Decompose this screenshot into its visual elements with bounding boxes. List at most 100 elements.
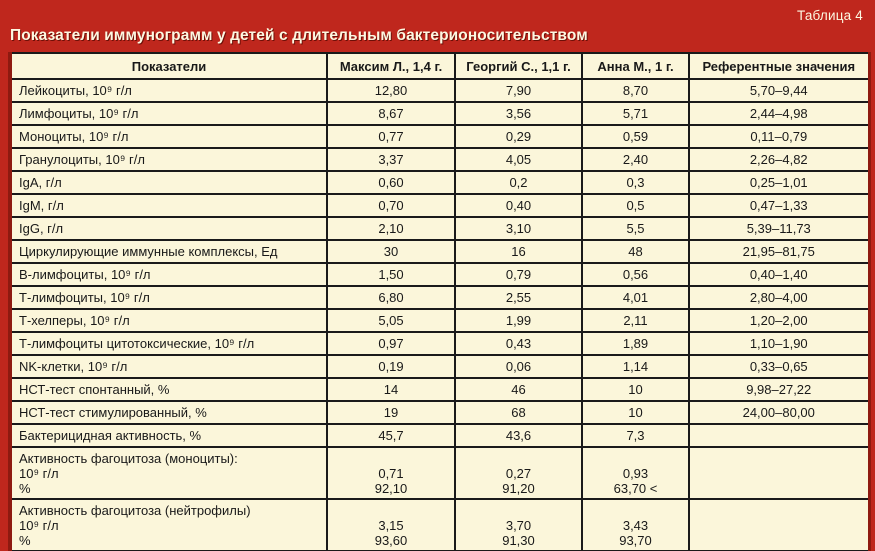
- row-label-cell: Циркулирующие иммунные комплексы, Ед: [9, 239, 328, 264]
- value-cell: 2,55: [454, 285, 583, 310]
- row-label-cell: В-лимфоциты, 10⁹ г/л: [9, 262, 328, 287]
- value-cell: 4,05: [454, 147, 583, 172]
- value-cell: 5,5: [581, 216, 690, 241]
- reference-cell: 24,00–80,00: [688, 400, 870, 425]
- table-row: Активность фагоцитоза (моноциты): 10⁹ г/…: [9, 446, 870, 500]
- column-header-reference: Референтные значения: [688, 52, 870, 80]
- value-cell: 2,40: [581, 147, 690, 172]
- column-header-patient-3: Анна М., 1 г.: [581, 52, 690, 80]
- value-cell: 0,19: [326, 354, 456, 379]
- value-cell: 1,99: [454, 308, 583, 333]
- table-row: IgG, г/л 2,10 3,10 5,5 5,39–11,73: [9, 216, 870, 241]
- reference-cell: [688, 423, 870, 448]
- value-cell: 12,80: [326, 78, 456, 103]
- reference-cell: 1,10–1,90: [688, 331, 870, 356]
- table-row: Циркулирующие иммунные комплексы, Ед 30 …: [9, 239, 870, 264]
- value-cell: 0,59: [581, 124, 690, 149]
- value-cell: 3,15 93,60: [326, 498, 456, 551]
- value-cell: 0,56: [581, 262, 690, 287]
- table-row: NK-клетки, 10⁹ г/л 0,19 0,06 1,14 0,33–0…: [9, 354, 870, 379]
- value-cell: 0,06: [454, 354, 583, 379]
- reference-cell: 0,11–0,79: [688, 124, 870, 149]
- row-label-cell: Лейкоциты, 10⁹ г/л: [9, 78, 328, 103]
- value-cell: 6,80: [326, 285, 456, 310]
- value-cell: 3,70 91,30: [454, 498, 583, 551]
- table-row: Лейкоциты, 10⁹ г/л 12,80 7,90 8,70 5,70–…: [9, 78, 870, 103]
- table-row: Бактерицидная активность, % 45,7 43,6 7,…: [9, 423, 870, 448]
- row-label-cell: Лимфоциты, 10⁹ г/л: [9, 101, 328, 126]
- column-header-patient-1: Максим Л., 1,4 г.: [326, 52, 456, 80]
- value-cell: 0,70: [326, 193, 456, 218]
- reference-cell: 5,39–11,73: [688, 216, 870, 241]
- row-label-cell: IgA, г/л: [9, 170, 328, 195]
- value-cell: 0,3: [581, 170, 690, 195]
- reference-cell: [688, 446, 870, 500]
- value-cell: 0,77: [326, 124, 456, 149]
- column-header-indicators: Показатели: [9, 52, 328, 80]
- value-cell: 2,11: [581, 308, 690, 333]
- value-cell: 1,50: [326, 262, 456, 287]
- value-cell: 2,10: [326, 216, 456, 241]
- value-cell: 0,40: [454, 193, 583, 218]
- table-row: Т-хелперы, 10⁹ г/л 5,05 1,99 2,11 1,20–2…: [9, 308, 870, 333]
- value-cell: 7,90: [454, 78, 583, 103]
- value-cell: 0,79: [454, 262, 583, 287]
- value-cell: 48: [581, 239, 690, 264]
- table-row: В-лимфоциты, 10⁹ г/л 1,50 0,79 0,56 0,40…: [9, 262, 870, 287]
- value-cell: 10: [581, 400, 690, 425]
- row-label-cell: Т-хелперы, 10⁹ г/л: [9, 308, 328, 333]
- reference-cell: 9,98–27,22: [688, 377, 870, 402]
- reference-cell: 2,80–4,00: [688, 285, 870, 310]
- value-cell: 8,70: [581, 78, 690, 103]
- reference-cell: 0,47–1,33: [688, 193, 870, 218]
- row-label-cell: НСТ-тест стимулированный, %: [9, 400, 328, 425]
- value-cell: 0,2: [454, 170, 583, 195]
- value-cell: 0,29: [454, 124, 583, 149]
- row-label-cell: IgM, г/л: [9, 193, 328, 218]
- row-label-cell: Активность фагоцитоза (нейтрофилы) 10⁹ г…: [9, 498, 328, 551]
- row-label-cell: Т-лимфоциты, 10⁹ г/л: [9, 285, 328, 310]
- reference-cell: 2,26–4,82: [688, 147, 870, 172]
- table-number-label: Таблица 4: [797, 8, 863, 23]
- reference-cell: 5,70–9,44: [688, 78, 870, 103]
- row-label-cell: Активность фагоцитоза (моноциты): 10⁹ г/…: [9, 446, 328, 500]
- value-cell: 5,71: [581, 101, 690, 126]
- reference-cell: 0,40–1,40: [688, 262, 870, 287]
- value-cell: 0,93 63,70 <: [581, 446, 690, 500]
- table-row: НСТ-тест спонтанный, % 14 46 10 9,98–27,…: [9, 377, 870, 402]
- value-cell: 0,5: [581, 193, 690, 218]
- value-cell: 19: [326, 400, 456, 425]
- row-label-cell: Т-лимфоциты цитотоксические, 10⁹ г/л: [9, 331, 328, 356]
- table-row: Т-лимфоциты, 10⁹ г/л 6,80 2,55 4,01 2,80…: [9, 285, 870, 310]
- value-cell: 3,56: [454, 101, 583, 126]
- immunogram-table: Показатели Максим Л., 1,4 г. Георгий С.,…: [8, 52, 871, 551]
- table-row: Гранулоциты, 10⁹ г/л 3,37 4,05 2,40 2,26…: [9, 147, 870, 172]
- value-cell: 0,97: [326, 331, 456, 356]
- value-cell: 1,89: [581, 331, 690, 356]
- value-cell: 45,7: [326, 423, 456, 448]
- reference-cell: 0,33–0,65: [688, 354, 870, 379]
- value-cell: 4,01: [581, 285, 690, 310]
- value-cell: 7,3: [581, 423, 690, 448]
- value-cell: 0,60: [326, 170, 456, 195]
- value-cell: 14: [326, 377, 456, 402]
- value-cell: 10: [581, 377, 690, 402]
- value-cell: 30: [326, 239, 456, 264]
- value-cell: 3,37: [326, 147, 456, 172]
- table-row: Моноциты, 10⁹ г/л 0,77 0,29 0,59 0,11–0,…: [9, 124, 870, 149]
- value-cell: 46: [454, 377, 583, 402]
- value-cell: 0,43: [454, 331, 583, 356]
- table-row: Т-лимфоциты цитотоксические, 10⁹ г/л 0,9…: [9, 331, 870, 356]
- reference-cell: 21,95–81,75: [688, 239, 870, 264]
- table-row: IgM, г/л 0,70 0,40 0,5 0,47–1,33: [9, 193, 870, 218]
- value-cell: 16: [454, 239, 583, 264]
- table-body: Лейкоциты, 10⁹ г/л 12,80 7,90 8,70 5,70–…: [9, 78, 870, 551]
- row-label-cell: NK-клетки, 10⁹ г/л: [9, 354, 328, 379]
- row-label-cell: НСТ-тест спонтанный, %: [9, 377, 328, 402]
- value-cell: 5,05: [326, 308, 456, 333]
- reference-cell: 0,25–1,01: [688, 170, 870, 195]
- value-cell: 3,10: [454, 216, 583, 241]
- table-header-row: Показатели Максим Л., 1,4 г. Георгий С.,…: [9, 52, 870, 80]
- reference-cell: [688, 498, 870, 551]
